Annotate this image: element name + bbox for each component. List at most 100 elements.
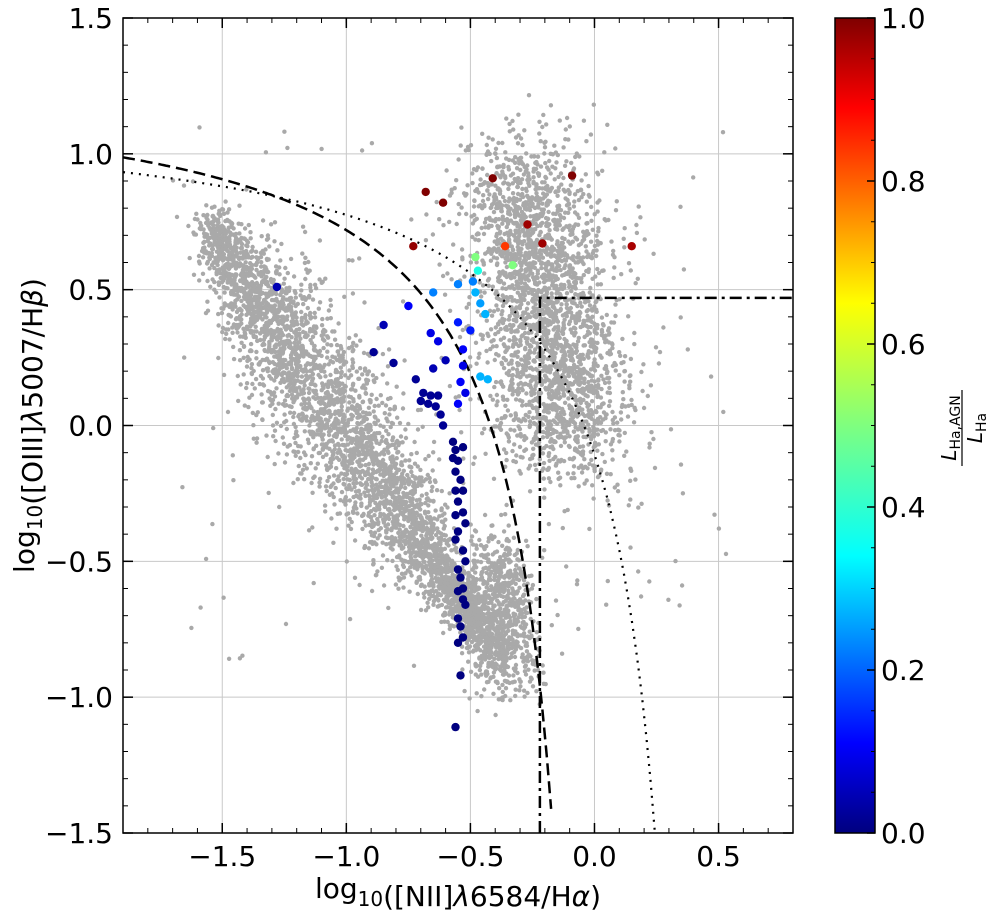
background-point	[235, 330, 240, 335]
background-point	[509, 361, 514, 366]
background-point	[346, 523, 351, 528]
background-point	[299, 318, 304, 323]
background-point	[305, 437, 311, 442]
background-point	[407, 589, 412, 594]
background-point	[302, 462, 307, 468]
background-point	[284, 426, 289, 432]
background-point	[435, 560, 440, 565]
background-point	[410, 473, 415, 479]
background-point	[232, 278, 237, 283]
background-point	[271, 290, 277, 296]
background-point	[374, 542, 379, 547]
background-point	[210, 222, 216, 228]
background-point	[579, 178, 584, 183]
background-point	[604, 471, 610, 476]
background-point	[615, 420, 620, 425]
background-point	[476, 238, 481, 243]
background-point	[250, 410, 255, 416]
background-point	[312, 310, 317, 316]
background-point	[370, 522, 375, 527]
background-point	[331, 494, 336, 500]
background-point	[353, 489, 359, 494]
background-point	[268, 389, 273, 395]
background-point	[388, 486, 393, 491]
background-point	[421, 551, 427, 556]
background-point	[372, 420, 377, 425]
background-point	[617, 350, 622, 355]
background-point	[542, 373, 548, 378]
background-point	[447, 626, 452, 632]
background-point	[270, 397, 276, 403]
background-point	[553, 351, 558, 356]
background-point	[492, 656, 497, 661]
background-point	[617, 373, 622, 378]
background-point	[431, 498, 436, 504]
background-point	[330, 491, 335, 496]
background-point	[246, 404, 251, 410]
background-point	[312, 315, 318, 320]
background-point	[403, 427, 408, 432]
background-point	[314, 443, 319, 448]
background-point	[439, 619, 444, 625]
background-point	[351, 347, 356, 353]
background-point	[385, 364, 391, 369]
background-point	[329, 516, 334, 521]
background-point	[401, 468, 406, 473]
background-point	[488, 624, 494, 630]
background-point	[418, 563, 424, 568]
background-point	[540, 186, 545, 191]
background-point	[409, 452, 414, 457]
background-point	[292, 370, 297, 376]
background-point	[341, 412, 346, 417]
background-point	[568, 357, 573, 363]
background-point	[489, 202, 495, 207]
background-point	[479, 660, 484, 665]
background-point	[237, 317, 243, 322]
background-point	[489, 251, 494, 256]
background-point	[582, 457, 587, 462]
background-point	[348, 526, 354, 532]
background-point	[527, 419, 533, 424]
background-point	[541, 476, 546, 481]
background-point	[382, 513, 387, 518]
background-point	[596, 225, 601, 231]
background-point	[517, 231, 522, 236]
background-point	[360, 468, 365, 474]
background-point	[249, 348, 254, 354]
background-point	[317, 350, 322, 355]
background-point	[328, 358, 333, 364]
background-point	[386, 432, 391, 437]
background-point	[345, 437, 350, 442]
background-point	[227, 313, 233, 318]
background-point	[605, 122, 610, 128]
background-point	[265, 349, 271, 354]
background-point	[283, 265, 288, 271]
background-point	[420, 424, 425, 429]
background-point	[581, 118, 587, 123]
background-point	[591, 496, 596, 501]
background-point	[453, 604, 458, 609]
background-point	[433, 508, 438, 513]
background-point	[279, 348, 284, 353]
background-point	[336, 478, 341, 484]
background-point	[240, 334, 246, 339]
background-point	[366, 472, 372, 477]
background-point	[466, 650, 472, 655]
background-point	[391, 542, 396, 547]
background-point	[434, 556, 439, 562]
background-point	[201, 213, 206, 218]
background-point	[435, 564, 441, 569]
background-point	[328, 297, 333, 303]
background-point	[438, 542, 443, 547]
background-point	[394, 500, 400, 505]
background-point	[427, 479, 433, 485]
background-point	[292, 288, 297, 294]
background-point	[198, 220, 203, 226]
background-point	[470, 234, 475, 240]
background-point	[324, 467, 330, 472]
background-point	[306, 390, 312, 396]
background-point	[365, 488, 371, 494]
background-point	[250, 262, 255, 268]
background-point	[230, 307, 235, 312]
background-point	[496, 217, 502, 222]
